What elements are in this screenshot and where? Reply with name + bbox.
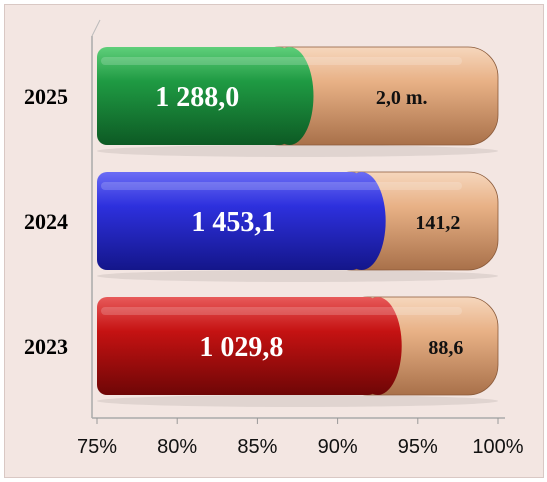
bar-main-cap-2024 xyxy=(337,172,386,270)
data-label-secondary-2025: 2,0 m. xyxy=(376,87,428,109)
data-label-main-2024: 1 453,1 xyxy=(191,207,275,238)
bar-highlight xyxy=(101,307,462,315)
data-label-secondary-2024: 141,2 xyxy=(415,212,460,234)
bar-highlight xyxy=(101,182,462,190)
x-tick-label: 95% xyxy=(398,436,438,458)
x-tick-label: 100% xyxy=(472,436,523,458)
x-tick-label: 75% xyxy=(77,436,117,458)
bar-main-2024 xyxy=(97,172,362,270)
axis-perspective-line xyxy=(91,19,101,37)
bar-main-cap-2025 xyxy=(265,47,314,145)
bar-main-2025 xyxy=(97,47,290,145)
category-label-2025: 2025 xyxy=(24,84,68,109)
data-label-secondary-2023: 88,6 xyxy=(428,337,463,359)
x-tick-label: 80% xyxy=(157,436,197,458)
x-tick-label: 85% xyxy=(237,436,277,458)
bar-shadow xyxy=(97,270,498,282)
data-label-main-2025: 1 288,0 xyxy=(155,82,239,113)
bar-main-cap-2023 xyxy=(353,297,402,395)
bar-highlight xyxy=(101,57,462,65)
x-tick-label: 90% xyxy=(318,436,358,458)
bar-shadow xyxy=(97,145,498,157)
bar-shadow xyxy=(97,395,498,407)
bar-main-2023 xyxy=(97,297,378,395)
category-label-2024: 2024 xyxy=(24,209,68,234)
category-label-2023: 2023 xyxy=(24,334,68,359)
data-label-main-2023: 1 029,8 xyxy=(199,332,283,363)
